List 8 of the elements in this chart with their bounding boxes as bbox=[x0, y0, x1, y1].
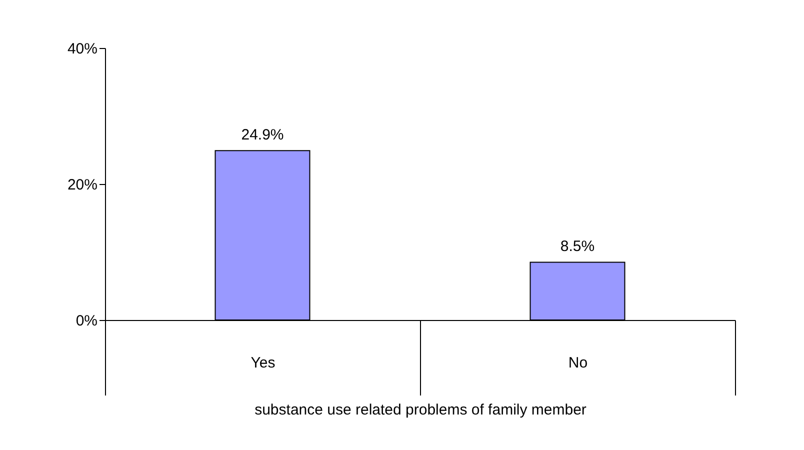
y-tick-label: 0% bbox=[76, 312, 98, 330]
x-axis-title: substance use related problems of family member bbox=[254, 402, 586, 418]
y-tick-label: 20% bbox=[67, 176, 98, 194]
data-label: 8.5% bbox=[560, 238, 595, 256]
data-label: 24.9% bbox=[241, 126, 284, 144]
x-tick-label: No bbox=[568, 354, 588, 372]
x-tick-label: Yes bbox=[250, 354, 276, 372]
y-tick-label: 40% bbox=[67, 40, 98, 58]
